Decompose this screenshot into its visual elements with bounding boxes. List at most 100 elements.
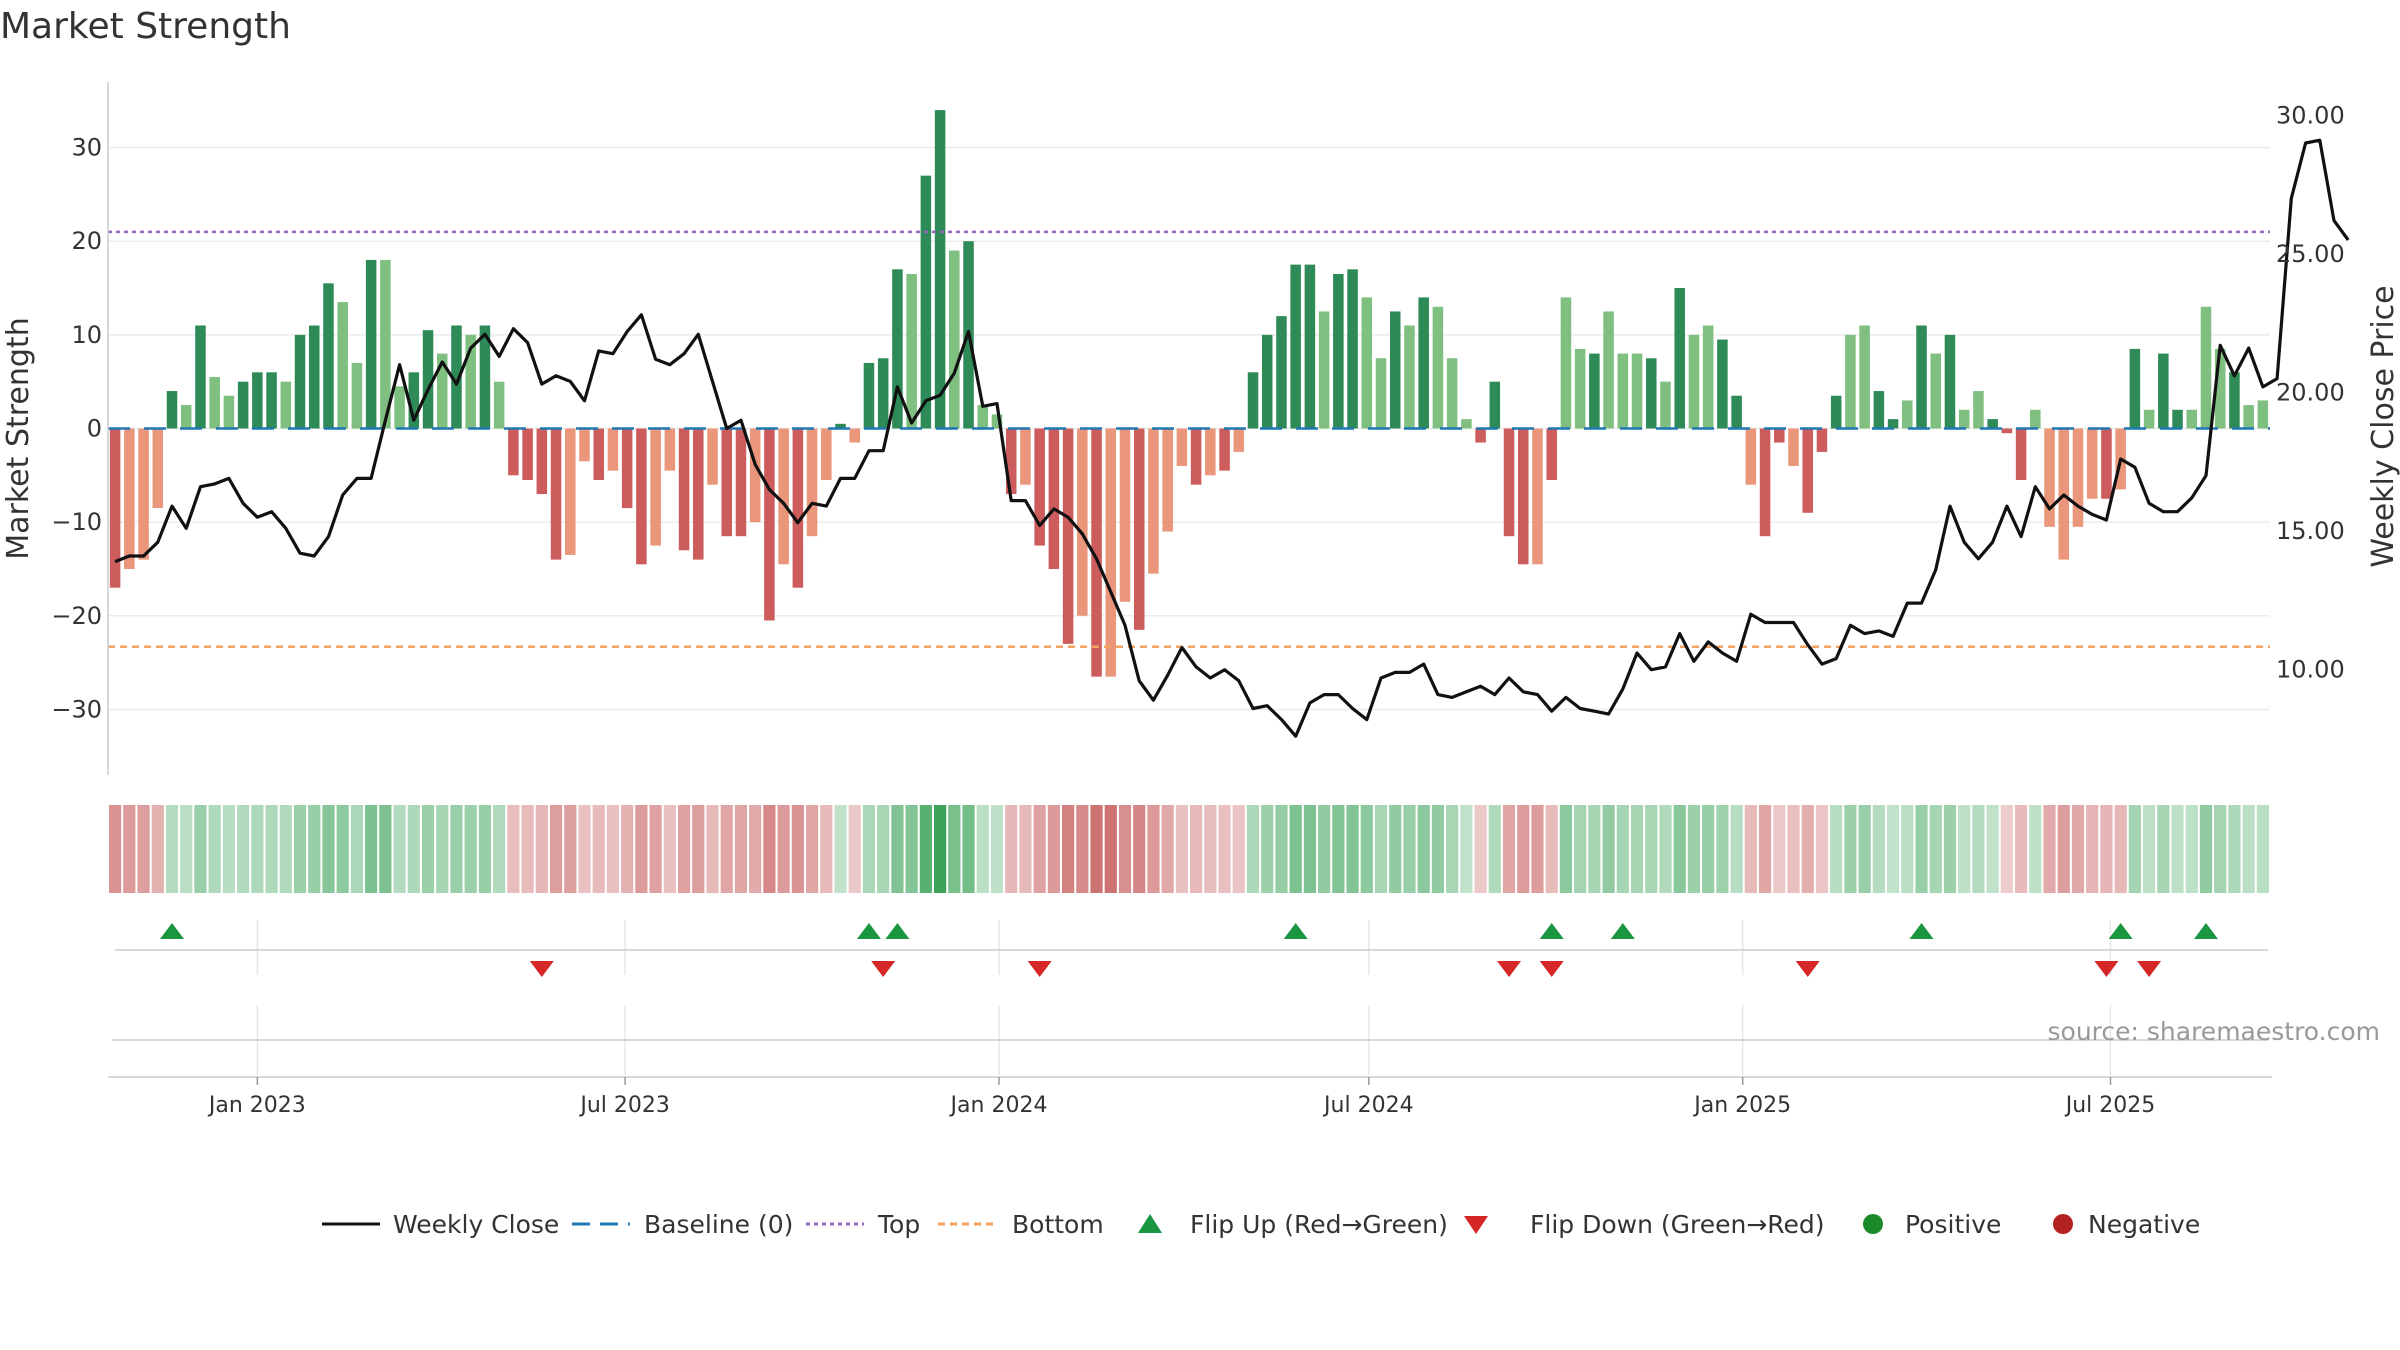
strength-bar: [294, 334, 306, 429]
strip-cell: [1758, 805, 1772, 893]
strip-cell: [1019, 805, 1032, 893]
strength-bar: [1005, 428, 1017, 495]
strip-cell: [265, 805, 278, 893]
strength-bar: [1589, 353, 1600, 429]
strength-bar: [835, 423, 846, 429]
x-tick-label: Jan 2023: [207, 1093, 306, 1118]
strip-cell: [749, 805, 762, 893]
strip-cell: [1702, 805, 1715, 893]
strip-cell: [251, 805, 264, 893]
strip-cell: [919, 805, 932, 893]
strength-bar: [180, 405, 192, 429]
strength-bar: [2030, 409, 2041, 429]
strength-bar: [1944, 334, 1956, 429]
strength-bar: [337, 302, 348, 429]
flip-up-marker: [2108, 923, 2133, 939]
flip-up-marker: [1283, 923, 1308, 939]
strip-cell: [322, 805, 335, 893]
strip-cell: [734, 805, 748, 893]
strength-bar: [436, 353, 448, 429]
flip-down-marker: [1027, 961, 1052, 977]
strength-bar: [1845, 334, 1856, 429]
strip-cell: [222, 805, 236, 893]
strength-bar: [1859, 325, 1870, 429]
strength-heat-strip: [109, 805, 2269, 893]
strength-bar: [394, 386, 405, 429]
strength-bar: [2243, 405, 2254, 429]
strength-bar: [1318, 311, 1330, 429]
strip-cell: [1588, 805, 1601, 893]
strength-bar: [1503, 428, 1515, 537]
strip-cell: [521, 805, 534, 893]
strip-cell: [663, 805, 676, 893]
strength-bar: [280, 381, 292, 429]
strip-cell: [365, 805, 378, 893]
strength-bar: [550, 428, 562, 560]
strength-bar: [1119, 428, 1131, 602]
strip-cell: [1815, 805, 1829, 893]
strength-bar: [1205, 428, 1216, 476]
strength-bar: [821, 428, 832, 481]
strength-bar: [1930, 353, 1942, 429]
strip-cell: [635, 805, 648, 893]
strength-bar: [124, 428, 135, 569]
strength-bar: [451, 325, 462, 429]
strip-cell: [976, 805, 989, 893]
strip-cell: [350, 805, 364, 893]
strength-bar: [1133, 428, 1145, 630]
strip-cell: [990, 805, 1004, 893]
strip-cell: [848, 805, 861, 893]
strength-bar: [1973, 391, 1984, 429]
strip-cell: [493, 805, 506, 893]
strip-cell: [1730, 805, 1743, 893]
strip-cell: [1090, 805, 1103, 893]
price-series: [114, 138, 2350, 738]
strength-bar: [1774, 428, 1785, 443]
y-right-tick-label: 10.00: [2276, 656, 2345, 684]
legend-swatch: [1464, 1216, 1488, 1234]
strength-bar: [977, 405, 989, 429]
strength-bar: [664, 428, 676, 471]
flip-down-marker: [1795, 961, 1820, 977]
strength-bar: [1233, 428, 1245, 452]
strength-bar: [508, 428, 519, 476]
strip-cell: [2086, 805, 2099, 893]
strength-bar: [1290, 264, 1301, 429]
strip-cell: [123, 805, 136, 893]
grid-layer: [108, 146, 2270, 1075]
strength-bar: [308, 325, 320, 429]
strip-cell: [436, 805, 449, 893]
strip-cell: [2171, 805, 2184, 893]
strip-cell: [1218, 805, 1231, 893]
strength-bar: [1660, 381, 1671, 429]
strength-bar: [465, 334, 476, 429]
strip-cell: [1574, 805, 1587, 893]
strength-bar: [1247, 372, 1259, 429]
strength-bar: [536, 428, 548, 495]
strip-cell: [677, 805, 691, 893]
strength-bar: [1873, 391, 1885, 429]
flip-down-marker: [2137, 961, 2162, 977]
strip-cell: [2071, 805, 2085, 893]
strength-bar: [593, 428, 604, 481]
strength-bar: [1461, 419, 1472, 429]
strip-cell: [1147, 805, 1160, 893]
legend-label: Negative: [2088, 1210, 2200, 1239]
strength-bar: [863, 362, 875, 429]
strength-bar: [1062, 428, 1074, 644]
strength-bar: [1702, 325, 1714, 429]
strength-bar: [1446, 358, 1458, 429]
strength-bar: [693, 428, 704, 560]
strength-bar: [1646, 358, 1657, 429]
strip-cell: [1360, 805, 1373, 893]
strip-cell: [2199, 805, 2213, 893]
strength-bar: [1958, 409, 1970, 429]
legend-label: Top: [877, 1210, 920, 1239]
strength-bar: [109, 428, 121, 588]
strip-cell: [393, 805, 406, 893]
strength-bar: [2015, 428, 2027, 481]
strip-cell: [2128, 805, 2141, 893]
strip-cell: [1958, 805, 1971, 893]
strip-cell: [592, 805, 605, 893]
strip-cell: [1716, 805, 1729, 893]
